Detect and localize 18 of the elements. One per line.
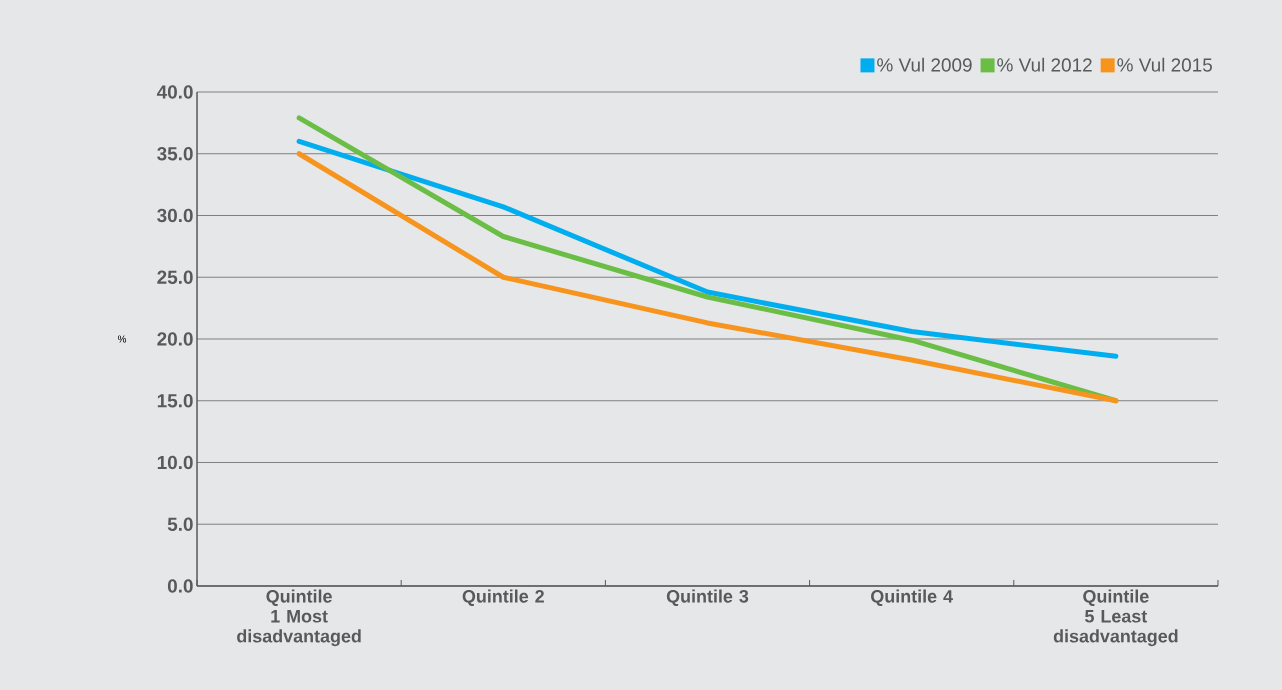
y-axis-title: % <box>117 335 127 343</box>
x-tick-label: Quintile 4 <box>871 589 953 607</box>
x-tick-label: Quintile 1 Most disadvantaged <box>237 589 361 647</box>
y-tick-label: 25.0 <box>157 270 193 284</box>
y-tick-label: 35.0 <box>157 147 193 161</box>
y-tick-label: 10.0 <box>157 455 193 470</box>
x-tick-label: Quintile 2 <box>462 589 544 607</box>
x-tick-label: Quintile 5 Least disadvantaged <box>1053 589 1178 647</box>
x-tick-label: Quintile 3 <box>666 589 749 607</box>
y-tick-label: 40.0 <box>156 85 193 99</box>
legend-label: % Vul 2012 <box>997 57 1092 72</box>
y-tick-label: 0.0 <box>167 579 193 593</box>
y-tick-label: 30.0 <box>157 208 193 223</box>
legend-label: % Vul 2015 <box>1117 57 1212 72</box>
legend-label: % Vul 2009 <box>877 57 972 72</box>
y-tick-label: 5.0 <box>167 517 193 531</box>
y-tick-label: 15.0 <box>157 394 193 408</box>
y-tick-label: 20.0 <box>157 332 193 346</box>
